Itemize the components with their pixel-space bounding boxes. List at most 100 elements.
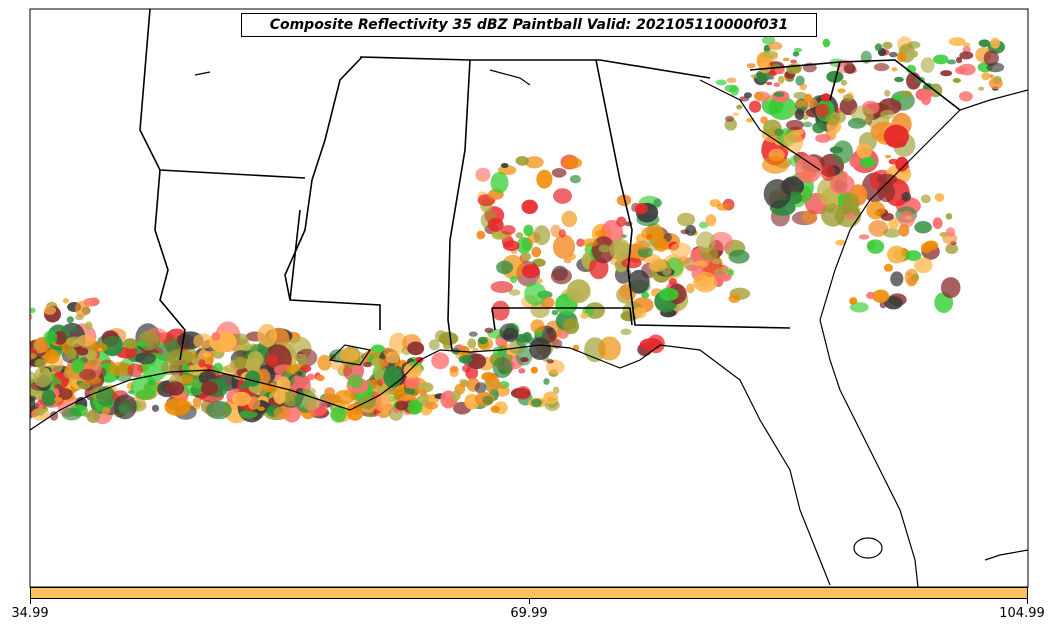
reflectivity-blob xyxy=(934,193,945,202)
reflectivity-blob xyxy=(521,199,538,214)
reflectivity-blob xyxy=(840,79,848,86)
reflectivity-blob xyxy=(490,405,500,413)
reflectivity-blob xyxy=(536,169,553,189)
reflectivity-blob xyxy=(301,393,321,411)
reflectivity-blob xyxy=(76,347,89,356)
reflectivity-blob xyxy=(884,89,891,97)
reflectivity-blob xyxy=(543,391,559,405)
reflectivity-blob xyxy=(193,333,213,349)
reflectivity-blob xyxy=(914,257,933,274)
reflectivity-blob xyxy=(562,318,580,335)
reflectivity-blob xyxy=(136,341,147,347)
reflectivity-blob xyxy=(815,103,830,118)
reflectivity-blob xyxy=(424,402,439,410)
reflectivity-blob xyxy=(515,333,529,343)
reflectivity-blob xyxy=(33,367,53,388)
reflectivity-blob xyxy=(490,281,514,293)
reflectivity-blob xyxy=(431,352,450,370)
reflectivity-blob xyxy=(451,390,461,401)
reflectivity-blob xyxy=(844,64,856,75)
reflectivity-blob xyxy=(503,327,518,343)
reflectivity-blob xyxy=(856,142,872,159)
reflectivity-blob xyxy=(616,216,627,227)
reflectivity-blob xyxy=(884,154,892,159)
reflectivity-blob xyxy=(774,128,784,136)
reflectivity-blob xyxy=(799,83,807,91)
reflectivity-blob xyxy=(205,358,214,365)
reflectivity-blob xyxy=(829,146,844,154)
reflectivity-blob xyxy=(520,357,529,363)
reflectivity-blob xyxy=(516,386,531,400)
reflectivity-blob xyxy=(231,391,252,406)
reflectivity-blob xyxy=(298,359,308,365)
reflectivity-blob xyxy=(983,50,999,66)
reflectivity-blob xyxy=(202,352,212,358)
reflectivity-blob xyxy=(637,247,653,258)
reflectivity-blob xyxy=(883,263,893,272)
reflectivity-blob xyxy=(641,226,665,241)
reflectivity-blob xyxy=(826,114,839,126)
reflectivity-blob xyxy=(826,70,844,83)
reflectivity-blob xyxy=(16,333,26,340)
reflectivity-blob xyxy=(477,176,485,181)
reflectivity-blob xyxy=(835,239,846,246)
reflectivity-blob xyxy=(181,364,190,373)
reflectivity-blob xyxy=(978,86,985,91)
reflectivity-blob xyxy=(233,356,247,370)
reflectivity-blob xyxy=(30,395,36,412)
reflectivity-blob xyxy=(30,313,33,321)
reflectivity-blob xyxy=(562,157,583,169)
reflectivity-blob xyxy=(561,210,578,228)
reflectivity-blob xyxy=(658,287,679,301)
reflectivity-blob xyxy=(563,257,572,264)
reflectivity-blob xyxy=(877,181,896,203)
reflectivity-blob xyxy=(510,275,518,284)
reflectivity-blob xyxy=(763,50,778,59)
reflectivity-blob xyxy=(773,91,785,98)
reflectivity-blob xyxy=(763,179,791,209)
reflectivity-blob xyxy=(435,330,447,343)
reflectivity-blob xyxy=(945,213,953,220)
reflectivity-blob xyxy=(198,359,206,368)
reflectivity-blob xyxy=(484,327,494,334)
reflectivity-blob xyxy=(858,234,870,240)
reflectivity-blob xyxy=(30,307,36,314)
reflectivity-blob xyxy=(712,258,722,264)
reflectivity-blob xyxy=(795,75,805,86)
reflectivity-blob xyxy=(829,173,855,195)
reflectivity-blob xyxy=(849,297,858,305)
reflectivity-blob xyxy=(895,156,909,172)
reflectivity-blob xyxy=(135,352,157,365)
reflectivity-blob xyxy=(101,335,124,357)
reflectivity-blob xyxy=(793,47,803,53)
reflectivity-blob xyxy=(524,156,544,169)
reflectivity-blob xyxy=(662,266,672,276)
reflectivity-blob xyxy=(508,289,521,296)
reflectivity-blob xyxy=(375,393,394,413)
reflectivity-blob xyxy=(646,334,665,354)
reflectivity-blob xyxy=(898,224,910,237)
reflectivity-blob xyxy=(641,291,650,299)
reflectivity-blob xyxy=(84,321,93,331)
reflectivity-blob xyxy=(245,370,261,387)
reflectivity-blob xyxy=(378,360,389,368)
reflectivity-blob xyxy=(910,50,919,58)
reflectivity-blob xyxy=(795,99,805,108)
reflectivity-blob xyxy=(945,227,956,237)
reflectivity-blob xyxy=(164,397,191,416)
reflectivity-blob xyxy=(728,294,741,303)
reflectivity-blob xyxy=(872,289,890,303)
reflectivity-blob xyxy=(346,403,364,421)
reflectivity-blob xyxy=(884,296,903,310)
reflectivity-blob xyxy=(888,158,899,165)
reflectivity-blob xyxy=(66,347,77,360)
reflectivity-blob xyxy=(686,264,699,272)
reflectivity-blob xyxy=(302,387,316,396)
reflectivity-blob xyxy=(62,298,69,304)
reflectivity-blob xyxy=(518,368,526,374)
reflectivity-blob xyxy=(678,256,691,264)
reflectivity-blob xyxy=(880,212,894,221)
colorbar xyxy=(30,587,1028,599)
reflectivity-blob xyxy=(705,214,717,227)
